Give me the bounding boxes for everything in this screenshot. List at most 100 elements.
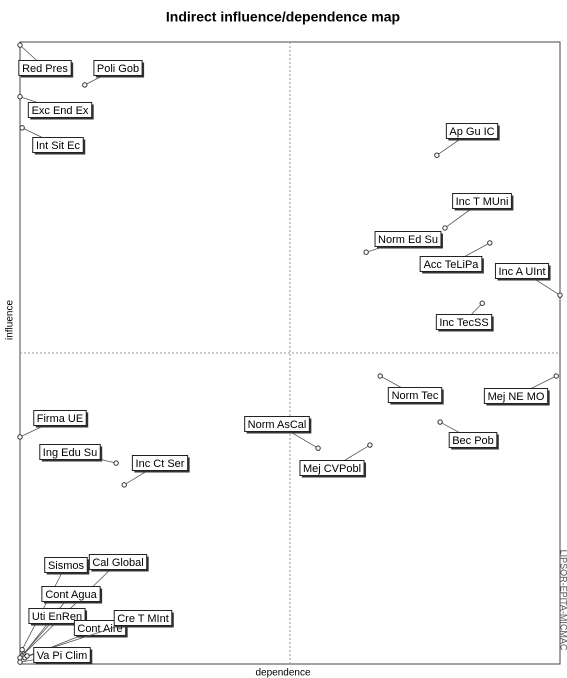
point-label-text: Inc A UInt bbox=[498, 266, 545, 278]
point-label-text: Norm AsCal bbox=[248, 419, 307, 431]
point bbox=[377, 373, 383, 379]
point-label-text: Cre T MInt bbox=[117, 613, 169, 625]
point-label-text: Mej CVPobl bbox=[303, 463, 361, 475]
label-box bbox=[113, 610, 173, 626]
point bbox=[315, 445, 321, 451]
watermark: LIPSOR-EPITA-MICMAC bbox=[559, 550, 567, 651]
label-box bbox=[88, 554, 148, 570]
point-label: Norm Tec bbox=[377, 373, 444, 405]
point-label: Mej CVPobl bbox=[299, 442, 373, 478]
label-box bbox=[387, 387, 443, 403]
point-label-text: Inc TecSS bbox=[439, 317, 488, 329]
point-label: Inc Ct Ser bbox=[121, 455, 190, 488]
point bbox=[17, 94, 23, 100]
point-label-text: Cont Agua bbox=[45, 589, 97, 601]
point bbox=[19, 646, 25, 653]
point-label: Firma UE bbox=[17, 410, 89, 440]
point-label-text: Inc Ct Ser bbox=[136, 458, 185, 470]
label-box bbox=[374, 231, 442, 247]
point-label: Exc End Ex bbox=[17, 94, 94, 120]
point-label-text: Red Pres bbox=[22, 63, 68, 75]
point bbox=[557, 292, 563, 298]
point-label-text: Uti EnRen bbox=[32, 611, 82, 623]
leader-line bbox=[21, 564, 67, 650]
point bbox=[82, 82, 88, 88]
point-label: Cont Aire bbox=[22, 620, 128, 661]
point bbox=[113, 460, 119, 466]
label-box bbox=[73, 620, 127, 636]
label-box bbox=[299, 460, 365, 476]
point bbox=[442, 225, 448, 231]
point bbox=[367, 442, 373, 448]
point-label: Cont Agua bbox=[19, 586, 103, 659]
point-label-text: Poli Gob bbox=[97, 63, 139, 75]
point-label: Bec Pob bbox=[437, 419, 499, 450]
point bbox=[553, 373, 559, 379]
label-box bbox=[27, 102, 93, 118]
label-box bbox=[419, 256, 483, 272]
label-box bbox=[39, 444, 101, 460]
point-label-text: Int Sit Ec bbox=[36, 140, 81, 152]
point-label: Inc TecSS bbox=[435, 300, 494, 332]
label-box bbox=[448, 432, 498, 448]
point-label: Red Pres bbox=[17, 42, 74, 78]
point-label-text: Norm Ed Su bbox=[378, 234, 438, 246]
point bbox=[19, 125, 25, 131]
point-label-text: Bec Pob bbox=[452, 435, 494, 447]
point bbox=[24, 653, 30, 659]
point-label: Acc TeLiPa bbox=[419, 240, 493, 274]
label-box bbox=[93, 60, 143, 76]
label-box bbox=[483, 388, 549, 404]
point-label: Va Pi Clim bbox=[17, 647, 93, 665]
point-label-text: Acc TeLiPa bbox=[424, 259, 480, 271]
point-label-text: Ap Gu IC bbox=[449, 126, 494, 138]
point bbox=[487, 240, 493, 246]
label-box bbox=[445, 123, 499, 139]
point-label-text: Cont Aire bbox=[77, 623, 122, 635]
label-box bbox=[494, 263, 550, 279]
point-label: Cal Global bbox=[21, 554, 149, 657]
label-box bbox=[28, 608, 86, 624]
point bbox=[17, 659, 23, 665]
point-label-text: Firma UE bbox=[37, 413, 83, 425]
label-box bbox=[44, 557, 88, 573]
point bbox=[434, 152, 440, 158]
point-label: Mej NE MO bbox=[483, 373, 559, 406]
label-box bbox=[32, 137, 84, 153]
y-axis-label: influence bbox=[5, 300, 16, 340]
point-label: Ap Gu IC bbox=[434, 123, 500, 158]
point-label-text: Sismos bbox=[48, 560, 85, 572]
point-label: Poli Gob bbox=[82, 60, 145, 88]
label-box bbox=[131, 455, 189, 471]
point bbox=[363, 249, 369, 255]
point bbox=[437, 419, 443, 425]
point-label-text: Norm Tec bbox=[392, 390, 439, 402]
point-label-text: Ing Edu Su bbox=[43, 447, 97, 459]
point bbox=[17, 434, 23, 440]
chart-title: Indirect influence/dependence map bbox=[166, 9, 400, 25]
point-label-text: Cal Global bbox=[92, 557, 143, 569]
point bbox=[17, 42, 23, 48]
point-label: Norm AsCal bbox=[244, 416, 321, 451]
point bbox=[479, 300, 485, 306]
point bbox=[17, 655, 23, 661]
point-label: Int Sit Ec bbox=[19, 125, 86, 155]
point-label-text: Exc End Ex bbox=[32, 105, 89, 117]
point-label: Sismos bbox=[19, 557, 90, 653]
label-box bbox=[18, 60, 72, 76]
label-box bbox=[452, 193, 512, 209]
label-box bbox=[244, 416, 310, 432]
point-label-text: Inc T MUni bbox=[456, 196, 509, 208]
point-label: Uti EnRen bbox=[17, 608, 88, 661]
point-label: Inc T MUni bbox=[442, 193, 514, 231]
label-box bbox=[33, 410, 87, 426]
point-label: Ing Edu Su bbox=[39, 444, 119, 466]
label-box bbox=[435, 314, 493, 330]
point bbox=[121, 482, 127, 488]
point-label: Cre T MInt bbox=[24, 610, 174, 659]
x-axis-label: dependence bbox=[255, 668, 310, 678]
point-label-text: Va Pi Clim bbox=[37, 650, 88, 662]
label-box bbox=[41, 586, 101, 602]
point-label: Norm Ed Su bbox=[363, 231, 443, 255]
